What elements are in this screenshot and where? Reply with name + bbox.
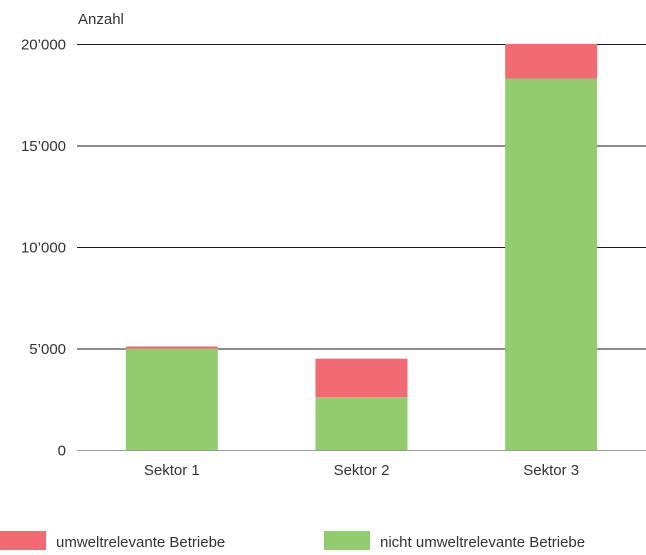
legend-label-umweltrelevante-betriebe: umweltrelevante Betriebe (56, 534, 225, 550)
bar-sektor-1-umweltrelevante-betriebe (125, 346, 218, 349)
bar-sektor-3-umweltrelevante-betriebe (505, 44, 598, 79)
legend-swatch-nicht-umweltrelevante-betriebe (324, 531, 370, 550)
y-tick-label: 15’000 (21, 138, 66, 155)
x-tick-label: Sektor 3 (523, 462, 579, 479)
y-axis-label: Anzahl (78, 11, 124, 28)
bar-sektor-3-nicht-umweltrelevante-betriebe (505, 78, 598, 450)
bar-sektor-2-nicht-umweltrelevante-betriebe (315, 397, 408, 450)
y-tick-label: 5’000 (29, 341, 66, 358)
bar-sektor-2-umweltrelevante-betriebe (315, 358, 408, 398)
y-tick-label: 10’000 (21, 240, 66, 257)
y-tick-label: 0 (58, 443, 66, 460)
y-tick-labels: 0 5’000 10’000 15’000 20’000 (21, 37, 66, 460)
x-tick-label: Sektor 2 (334, 462, 390, 479)
legend-swatch-umweltrelevante-betriebe (0, 531, 46, 550)
legend: umweltrelevante Betriebe nicht umweltrele… (0, 531, 585, 551)
y-tick-label: 20’000 (21, 37, 66, 54)
legend-label-nicht-umweltrelevante-betriebe: nicht umweltrelevante Betriebe (380, 534, 585, 550)
x-tick-labels: Sektor 1 Sektor 2 Sektor 3 (144, 462, 579, 479)
bar-sektor-1-nicht-umweltrelevante-betriebe (125, 348, 218, 450)
x-tick-label: Sektor 1 (144, 462, 200, 479)
bars (125, 44, 598, 450)
